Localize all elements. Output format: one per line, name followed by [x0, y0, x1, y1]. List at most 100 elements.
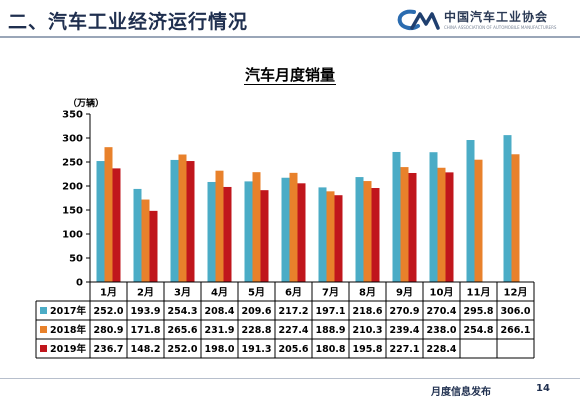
category-label: 3月: [174, 287, 191, 299]
y-tick-label: 100: [62, 230, 83, 241]
y-tick-label: 250: [62, 158, 83, 169]
page-number: 14: [536, 383, 550, 394]
bar-2018年-9月: [400, 167, 409, 282]
bar-2019年-7月: [334, 195, 343, 282]
data-label: 171.8: [130, 325, 160, 336]
bar-2018年-2月: [141, 199, 150, 282]
data-label: 193.9: [130, 306, 160, 317]
page-title: 二、汽车工业经济运行情况: [8, 11, 249, 33]
data-label: 191.3: [241, 344, 271, 355]
category-label: 5月: [248, 287, 265, 299]
category-label: 8月: [359, 287, 376, 299]
y-tick-label: 350: [62, 110, 83, 121]
bar-2017年-6月: [281, 177, 290, 282]
category-label: 6月: [285, 287, 302, 299]
data-label: 306.0: [500, 306, 530, 317]
bar-2019年-8月: [371, 188, 380, 282]
y-tick-label: 300: [62, 134, 83, 145]
data-label: 280.9: [93, 325, 123, 336]
data-label: 205.6: [278, 344, 308, 355]
data-label: 228.8: [241, 325, 271, 336]
bar-2018年-7月: [326, 191, 335, 282]
bar-2017年-9月: [392, 151, 401, 282]
category-label: 1月: [100, 287, 117, 299]
data-label: 180.8: [315, 344, 345, 355]
bar-2018年-6月: [289, 172, 298, 282]
data-label: 238.0: [426, 325, 456, 336]
footer-divider: [0, 378, 580, 379]
logo-subtext: CHINA ASSOCIATION OF AUTOMOBILE MANUFACT…: [444, 25, 557, 30]
bar-2018年-1月: [104, 147, 113, 282]
category-label: 12月: [504, 287, 528, 299]
category-label: 10月: [430, 287, 454, 299]
bar-2018年-3月: [178, 154, 187, 282]
bar-2018年-10月: [437, 167, 446, 282]
y-tick-label: 50: [69, 254, 83, 265]
data-label: 227.4: [278, 325, 308, 336]
category-label: 7月: [322, 287, 339, 299]
data-label: 188.9: [315, 325, 345, 336]
bar-2018年-4月: [215, 170, 224, 282]
caam-logo-icon: [397, 9, 440, 31]
bar-2019年-9月: [408, 172, 417, 282]
caam-logo: 中国汽车工业协会 CHINA ASSOCIATION OF AUTOMOBILE…: [396, 6, 576, 36]
bar-2018年-12月: [511, 154, 520, 282]
bar-2017年-7月: [318, 187, 327, 282]
bar-2017年-1月: [96, 161, 105, 282]
data-label: 228.4: [426, 344, 456, 355]
y-axis-label: （万辆）: [68, 99, 105, 109]
data-label: 197.1: [315, 306, 345, 317]
category-label: 11月: [467, 287, 491, 299]
bar-2017年-12月: [503, 135, 512, 282]
legend-swatch-2017年: [40, 307, 47, 314]
bar-2017年-2月: [133, 188, 142, 282]
legend-label: 2017年: [50, 305, 86, 317]
bar-2019年-1月: [112, 168, 121, 282]
data-label: 254.8: [463, 325, 493, 336]
data-label: 227.1: [389, 344, 419, 355]
data-label: 270.4: [426, 306, 456, 317]
y-tick-label: 200: [62, 182, 83, 193]
data-label: 148.2: [130, 344, 160, 355]
data-label: 231.9: [204, 325, 234, 336]
category-label: 9月: [396, 287, 413, 299]
bar-2019年-5月: [260, 190, 269, 282]
chart-title: 汽车月度销量: [244, 66, 335, 84]
data-label: 252.0: [93, 306, 123, 317]
bar-2019年-4月: [223, 186, 232, 282]
data-label: 195.8: [352, 344, 382, 355]
bar-2019年-6月: [297, 183, 306, 282]
data-label: 198.0: [204, 344, 234, 355]
bar-2017年-10月: [429, 152, 438, 282]
bar-2017年-8月: [355, 177, 364, 282]
category-label: 2月: [137, 287, 154, 299]
data-label: 270.9: [389, 306, 419, 317]
header-divider: [0, 36, 580, 38]
bar-2017年-4月: [207, 181, 216, 282]
y-tick-label: 0: [76, 278, 83, 289]
logo-name: 中国汽车工业协会: [444, 10, 549, 24]
bar-2019年-10月: [445, 172, 454, 282]
legend-label: 2019年: [50, 343, 86, 355]
chart-title-underline: [244, 84, 336, 85]
data-label: 265.6: [167, 325, 197, 336]
data-label: 209.6: [241, 306, 271, 317]
bar-2017年-5月: [244, 181, 253, 282]
data-label: 208.4: [204, 306, 234, 317]
category-label: 4月: [211, 287, 228, 299]
data-label: 254.3: [167, 306, 197, 317]
bar-2018年-11月: [474, 159, 483, 282]
bar-2019年-3月: [186, 161, 195, 282]
data-label: 236.7: [93, 344, 123, 355]
y-tick-label: 150: [62, 206, 83, 217]
bar-2018年-5月: [252, 172, 261, 282]
legend-swatch-2019年: [40, 345, 47, 352]
bar-2017年-3月: [170, 159, 179, 282]
bar-2017年-11月: [466, 140, 475, 282]
data-label: 239.4: [389, 325, 419, 336]
bar-2019年-2月: [149, 210, 158, 282]
legend-swatch-2018年: [40, 326, 47, 333]
data-label: 210.3: [352, 325, 382, 336]
data-label: 218.6: [352, 306, 382, 317]
